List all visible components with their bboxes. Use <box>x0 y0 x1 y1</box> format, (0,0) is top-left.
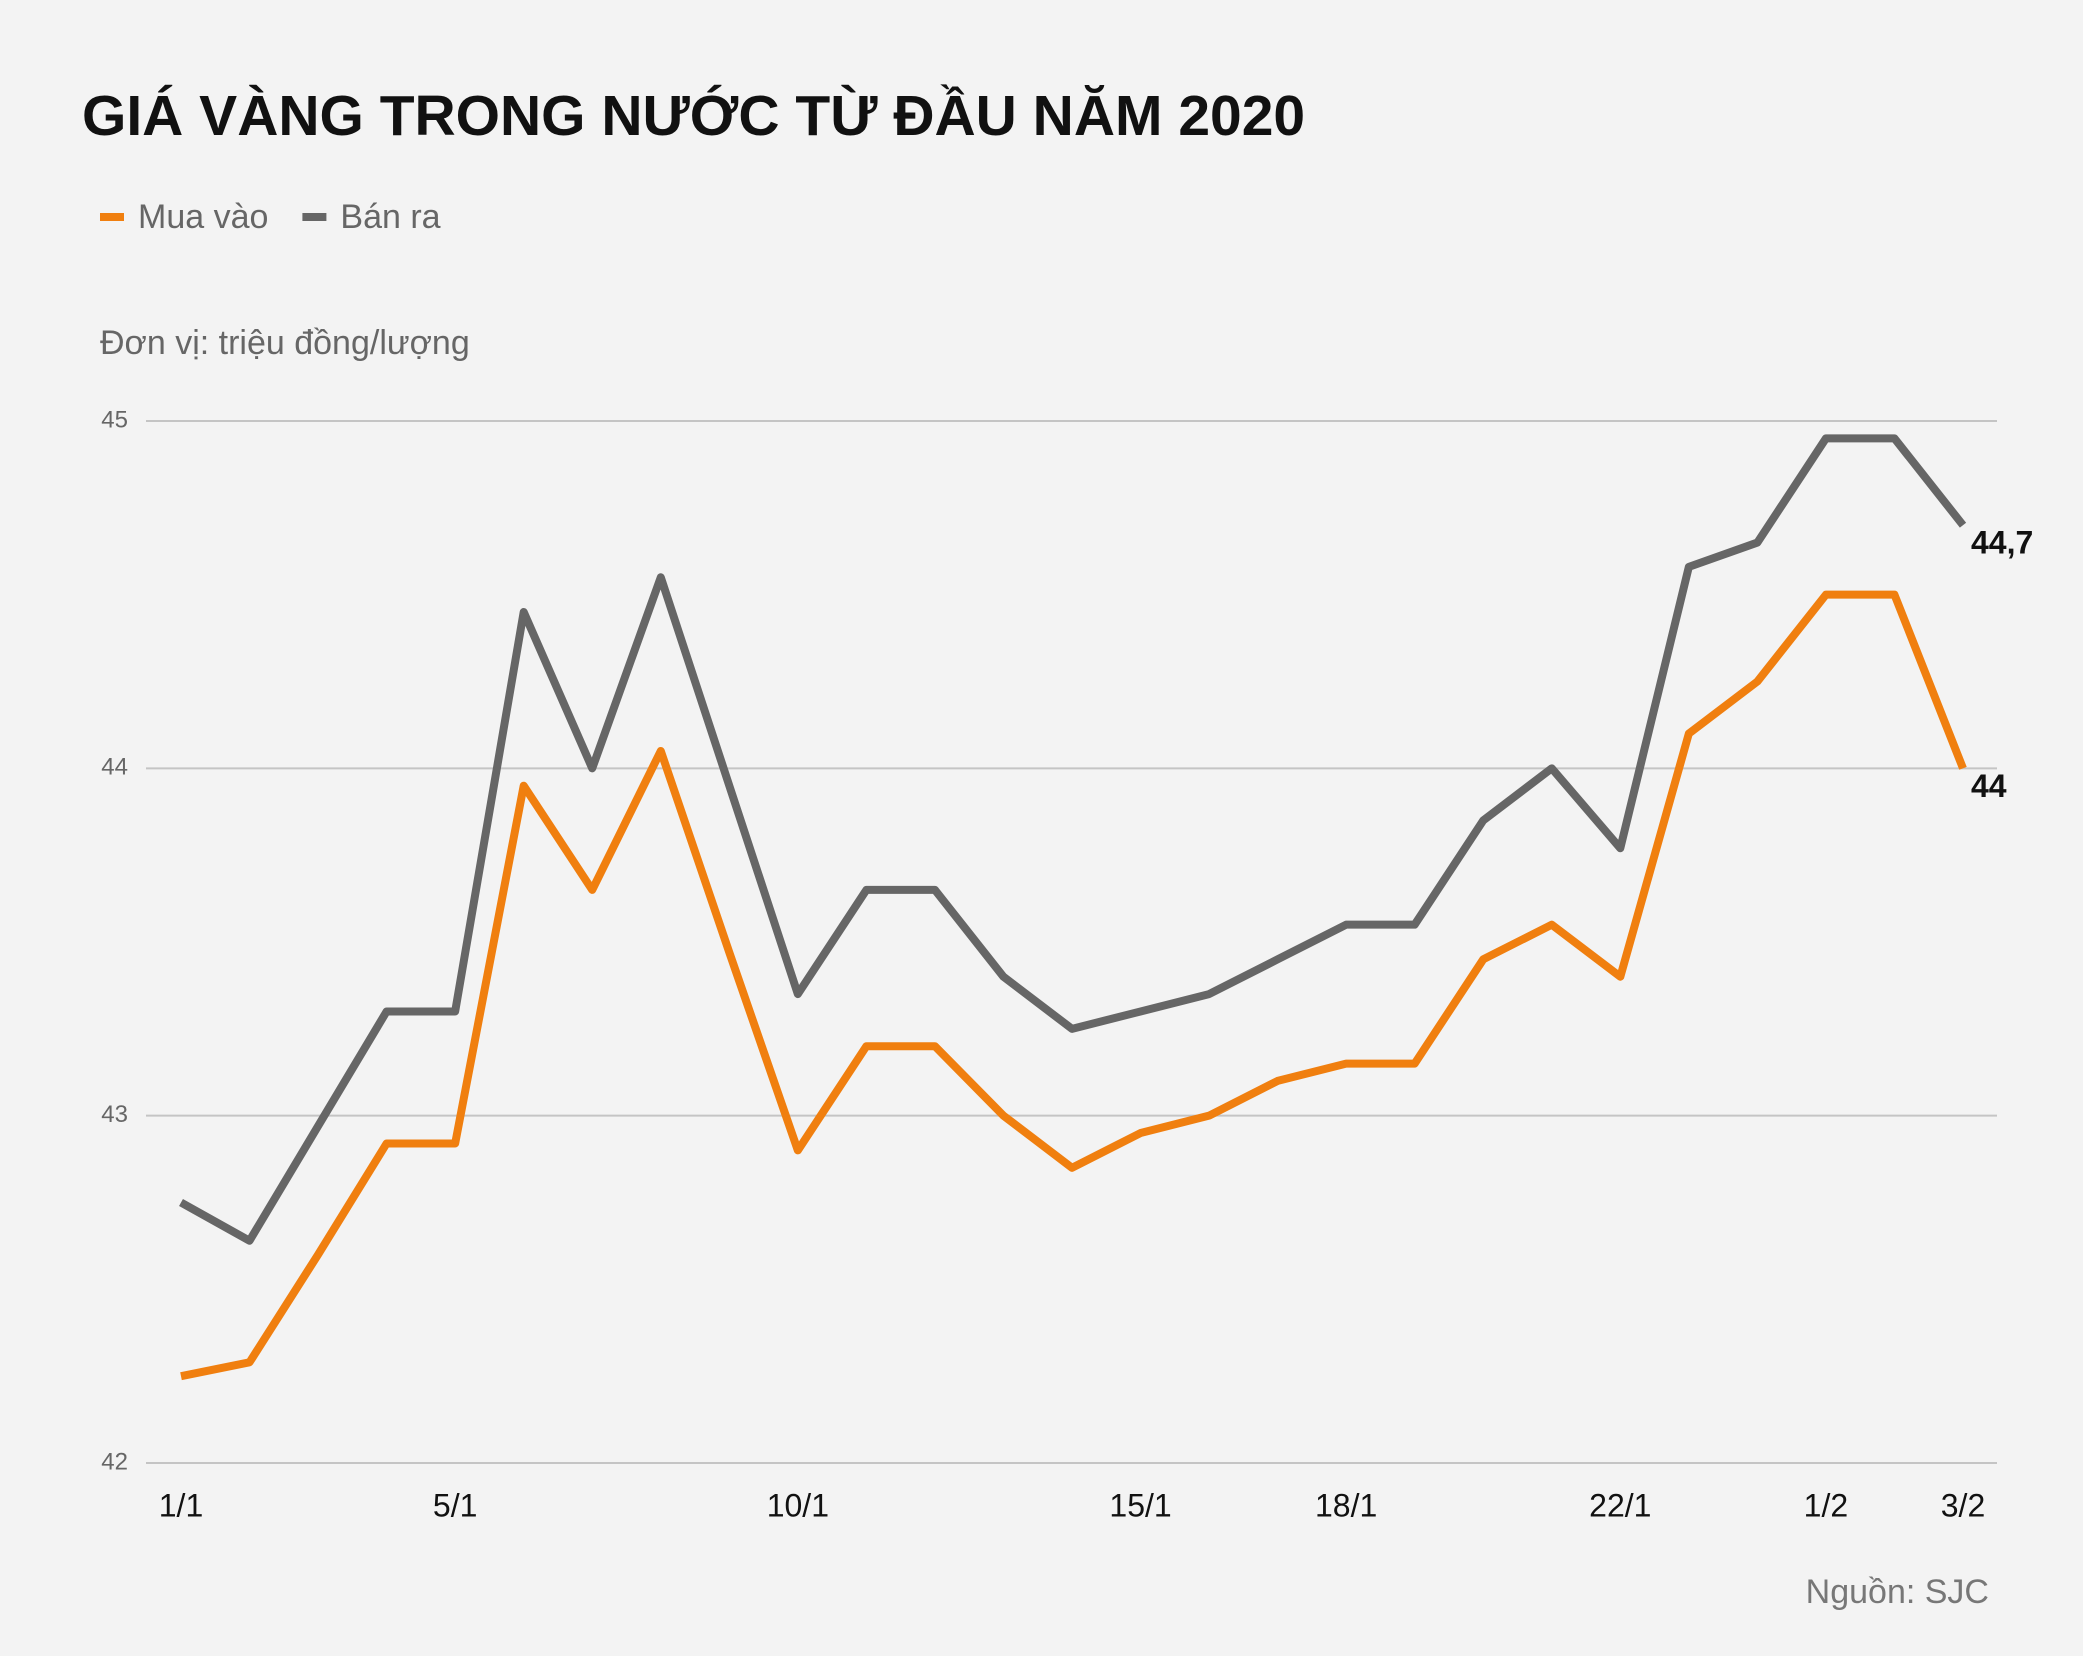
value-label: 44,7 <box>1971 525 2033 561</box>
x-tick-label: 3/2 <box>1941 1487 1985 1523</box>
legend-label: Bán ra <box>340 198 440 236</box>
x-tick-label: 1/2 <box>1804 1487 1848 1523</box>
x-tick-label: 15/1 <box>1109 1487 1171 1523</box>
legend-label: Mua vào <box>138 198 268 236</box>
value-label: 44 <box>1971 768 2007 804</box>
x-tick-label: 10/1 <box>767 1487 829 1523</box>
x-tick-label: 22/1 <box>1589 1487 1651 1523</box>
y-tick-label: 42 <box>101 1448 128 1475</box>
x-tick-label: 5/1 <box>433 1487 477 1523</box>
series-line <box>180 590 1967 1381</box>
series-line <box>179 434 1967 1245</box>
y-tick-label: 44 <box>101 754 128 781</box>
x-tick-label: 18/1 <box>1315 1487 1377 1523</box>
y-axis-label: Đơn vị: triệu đồng/lượng <box>100 324 470 362</box>
source: Nguồn: SJC <box>1806 1573 1989 1611</box>
y-tick-label: 43 <box>101 1101 128 1128</box>
y-tick-label: 45 <box>101 406 128 433</box>
x-tick-label: 1/1 <box>159 1487 203 1523</box>
chart-title: GIÁ VÀNG TRONG NƯỚC TỪ ĐẦU NĂM 2020 <box>82 83 1305 148</box>
